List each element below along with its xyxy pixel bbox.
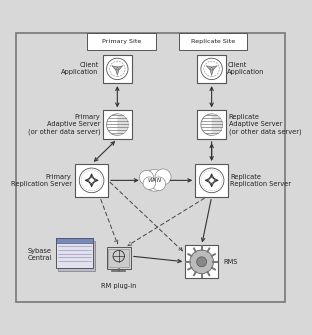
Text: Replicate
Replication Server: Replicate Replication Server: [230, 174, 291, 187]
Circle shape: [152, 177, 166, 191]
Circle shape: [144, 170, 165, 191]
Polygon shape: [112, 66, 118, 70]
Text: RMS: RMS: [223, 259, 237, 265]
Polygon shape: [117, 66, 123, 70]
Polygon shape: [116, 70, 119, 75]
Circle shape: [143, 177, 156, 190]
Bar: [197, 110, 226, 139]
Bar: [103, 110, 132, 139]
Polygon shape: [117, 114, 128, 135]
Bar: [197, 55, 226, 83]
Bar: [87, 33, 156, 50]
Polygon shape: [210, 70, 213, 75]
Text: Primary Site: Primary Site: [102, 39, 141, 44]
Text: Client
Application: Client Application: [61, 62, 99, 75]
Bar: [103, 55, 132, 83]
Bar: [56, 238, 93, 243]
Circle shape: [190, 250, 213, 274]
Text: RM plug-in: RM plug-in: [101, 283, 136, 289]
Bar: [179, 33, 247, 50]
Text: Replicate
Adaptive Server
(or other data server): Replicate Adaptive Server (or other data…: [229, 114, 301, 135]
Bar: [75, 164, 108, 197]
Text: Sybase
Central: Sybase Central: [27, 248, 51, 261]
Circle shape: [197, 257, 207, 267]
Bar: [185, 245, 218, 278]
Text: Primary
Adaptive Server
(or other data server): Primary Adaptive Server (or other data s…: [27, 114, 100, 135]
Polygon shape: [206, 66, 212, 70]
Text: WAN: WAN: [147, 178, 162, 183]
Circle shape: [139, 171, 154, 185]
Circle shape: [155, 169, 171, 185]
Bar: [108, 249, 129, 267]
Text: Primary
Replication Server: Primary Replication Server: [11, 174, 71, 187]
Bar: [107, 247, 131, 269]
Text: Client
Application: Client Application: [227, 62, 265, 75]
Bar: [58, 241, 95, 271]
Text: Replicate Site: Replicate Site: [191, 39, 235, 44]
Polygon shape: [212, 66, 217, 70]
Bar: [56, 238, 93, 268]
Bar: [195, 164, 228, 197]
Polygon shape: [212, 114, 222, 135]
